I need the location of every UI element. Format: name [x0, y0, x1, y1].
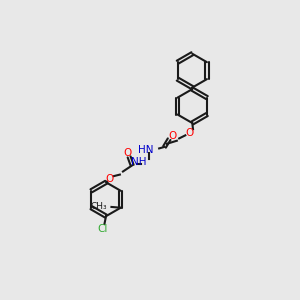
Text: O: O [123, 148, 132, 158]
Text: O: O [168, 131, 176, 141]
Text: Cl: Cl [98, 224, 108, 233]
Text: HN: HN [138, 145, 154, 155]
Text: CH₃: CH₃ [90, 202, 107, 211]
Text: O: O [105, 174, 113, 184]
Text: O: O [185, 128, 193, 138]
Text: NH: NH [130, 157, 146, 167]
